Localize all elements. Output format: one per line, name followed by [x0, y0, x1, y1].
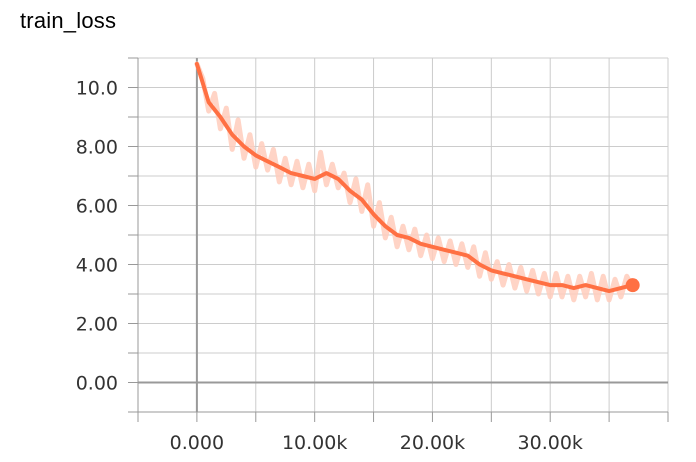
x-tick-label: 10.00k	[282, 432, 347, 454]
x-tick-label: 30.00k	[518, 432, 583, 454]
y-tick-label: 6.00	[76, 196, 118, 218]
tick-labels: 0.00 2.00 4.00 6.00 8.00 10.0 0.000 10.00k 20.00…	[76, 78, 583, 455]
y-tick-label: 8.00	[76, 137, 118, 159]
y-tick-label: 2.00	[76, 314, 118, 336]
series-end-marker	[625, 278, 640, 293]
y-tick-label: 0.00	[76, 373, 118, 395]
y-tick-label: 10.0	[76, 78, 118, 100]
x-tick-label: 0.000	[170, 432, 224, 454]
series-layer	[194, 61, 640, 303]
series-line-smoothed	[194, 61, 635, 294]
x-tick-label: 20.00k	[400, 432, 465, 454]
y-tick-label: 4.00	[76, 255, 118, 277]
chart-title: train_loss	[20, 8, 117, 33]
axes	[128, 57, 669, 422]
